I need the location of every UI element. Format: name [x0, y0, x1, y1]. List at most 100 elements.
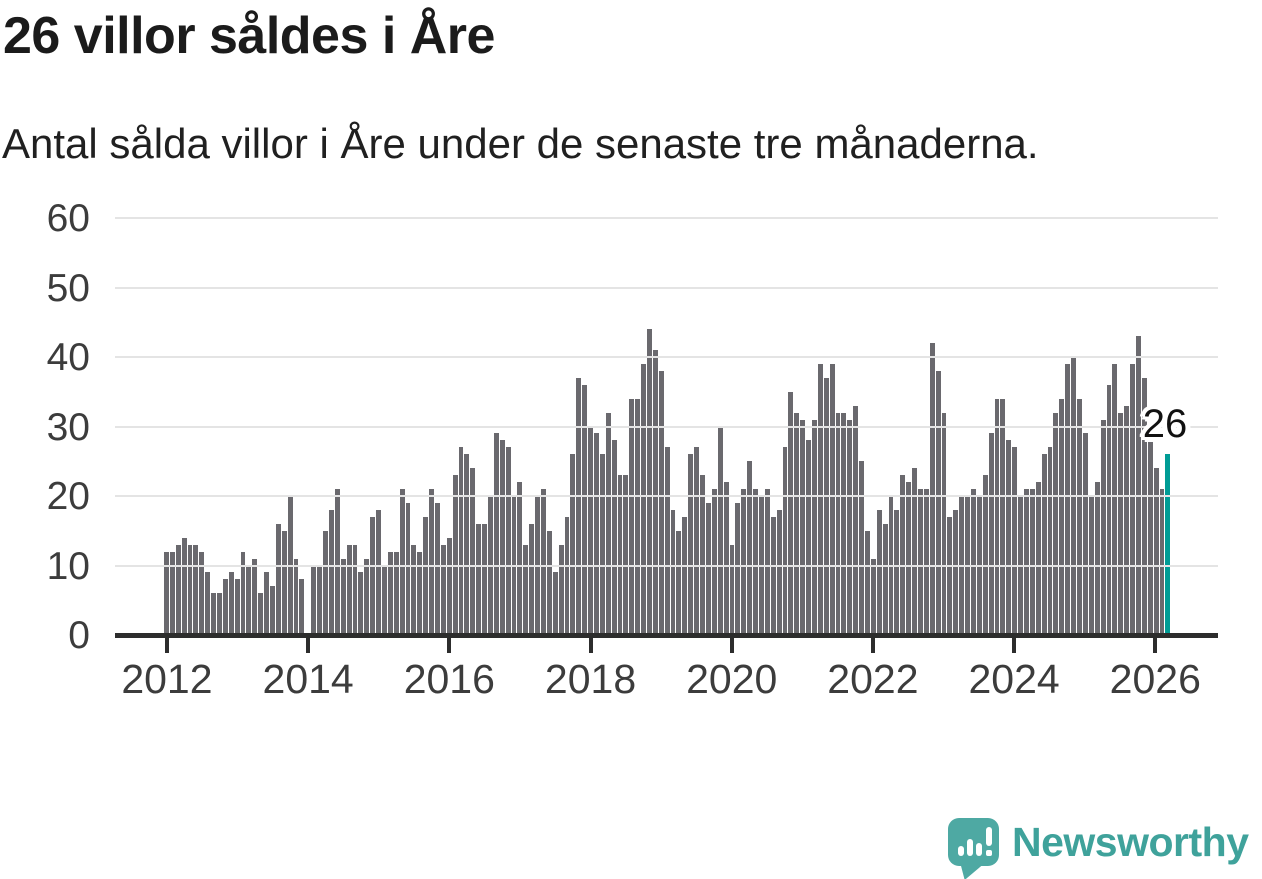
- x-axis-label-2022: 2022: [827, 656, 919, 702]
- bar: [717, 426, 723, 635]
- chart-title: 26 villor såldes i Åre: [3, 7, 495, 65]
- bar: [222, 579, 228, 635]
- bar: [352, 544, 358, 635]
- x-axis-label-2024: 2024: [968, 656, 1060, 702]
- bar: [199, 551, 205, 635]
- gridline-y-40: [115, 356, 1218, 358]
- bar: [741, 489, 747, 635]
- bar: [1024, 489, 1029, 635]
- bar: [906, 482, 912, 635]
- bar: [835, 412, 841, 635]
- bar: [393, 551, 399, 635]
- bar: [240, 551, 246, 635]
- bar: [953, 509, 959, 635]
- bar: [217, 593, 222, 635]
- bar: [311, 565, 317, 635]
- x-axis-tick-2012: [164, 638, 169, 653]
- bar: [570, 454, 576, 635]
- bar: [323, 530, 328, 635]
- bar: [340, 558, 346, 635]
- bar: [1159, 489, 1165, 635]
- bar: [1053, 412, 1059, 635]
- x-axis-tick-2014: [306, 638, 311, 653]
- bar: [164, 551, 169, 635]
- bar: [582, 384, 588, 635]
- bar: [900, 475, 906, 635]
- bar: [918, 489, 923, 635]
- x-axis-label-2020: 2020: [686, 656, 778, 702]
- bar: [629, 398, 635, 635]
- bar: [499, 440, 505, 635]
- bar: [1135, 336, 1141, 635]
- bar: [1082, 433, 1088, 635]
- bar: [941, 412, 947, 635]
- gridline-y-30: [115, 425, 1218, 428]
- bar: [1153, 468, 1159, 635]
- bar: [682, 516, 688, 635]
- y-axis-label-60: 60: [46, 197, 90, 240]
- bar: [1124, 405, 1130, 635]
- bar: [399, 489, 405, 635]
- bar: [611, 440, 617, 635]
- exclamation-dot-icon: [986, 850, 992, 856]
- bar: [346, 544, 352, 635]
- bar: [788, 391, 794, 635]
- bar: [647, 329, 652, 635]
- highlighted-bar: [1165, 454, 1171, 635]
- bar: [670, 509, 676, 635]
- bar: [841, 412, 847, 635]
- gridline-y-10: [115, 564, 1218, 567]
- bar: [859, 461, 864, 635]
- x-axis-tick-2024: [1012, 638, 1017, 653]
- bar: [470, 468, 476, 635]
- bar: [281, 530, 287, 635]
- y-axis-label-10: 10: [46, 544, 90, 588]
- bar: [623, 475, 629, 635]
- bar: [870, 558, 876, 635]
- bar: [464, 454, 470, 635]
- bar: [1041, 454, 1047, 635]
- logo-mini-bar-icon: [958, 846, 964, 856]
- logo-mini-bar-icon: [967, 839, 973, 856]
- bar: [617, 475, 623, 635]
- bar: [1012, 447, 1018, 635]
- chart-subtitle: Antal sålda villor i Åre under de senast…: [2, 120, 1039, 167]
- bar: [811, 419, 817, 635]
- bar: [753, 489, 758, 635]
- bar: [982, 475, 988, 635]
- bar: [169, 551, 175, 635]
- exclamation-icon: [986, 827, 992, 846]
- x-axis-tick-2018: [588, 638, 593, 653]
- bar: [823, 377, 829, 635]
- bar: [664, 447, 670, 635]
- bar: [1029, 489, 1035, 635]
- bar: [935, 370, 941, 635]
- x-axis-tick-2020: [729, 638, 734, 653]
- bar: [641, 363, 647, 635]
- bar: [700, 475, 705, 635]
- bar: [364, 558, 370, 635]
- y-axis-label-20: 20: [46, 475, 90, 518]
- bar: [517, 482, 523, 635]
- bar: [688, 454, 694, 635]
- bar: [452, 475, 458, 635]
- bar: [1047, 447, 1053, 635]
- bar: [794, 412, 800, 635]
- speech-bubble-tail: [960, 862, 986, 879]
- bar: [800, 419, 806, 635]
- bar: [541, 489, 546, 635]
- logo-mini-bar-icon: [976, 843, 982, 856]
- bar: [482, 523, 487, 635]
- bar: [458, 447, 464, 635]
- bar: [806, 440, 811, 635]
- bar: [929, 343, 935, 635]
- bar: [676, 530, 682, 635]
- bar: [1100, 419, 1106, 635]
- bar: [988, 433, 994, 635]
- bar: [328, 509, 334, 635]
- bar: [1059, 398, 1065, 635]
- x-axis-label-2026: 2026: [1109, 656, 1201, 702]
- bar: [1094, 482, 1100, 635]
- bar: [1006, 440, 1012, 635]
